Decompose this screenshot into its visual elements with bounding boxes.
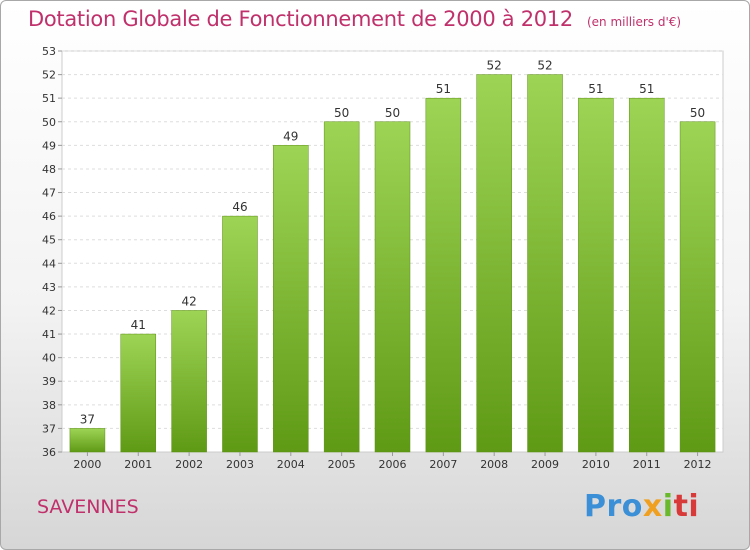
- y-axis-ticks: 36 37 38 39 40 41 42 43 44 45 46 47 48 49 50 51 52 53: [42, 45, 62, 459]
- bar-2004: [273, 145, 309, 453]
- x-tick-label-2012: 2012: [684, 458, 712, 471]
- bars: [69, 74, 716, 453]
- bar-2002: [171, 310, 207, 453]
- y-tick-label: 41: [42, 328, 56, 341]
- y-tick-label: 48: [42, 163, 56, 176]
- x-tick-label-2000: 2000: [73, 458, 101, 471]
- data-label-2000: 37: [80, 412, 95, 426]
- x-tick-label-2008: 2008: [480, 458, 508, 471]
- y-tick-label: 42: [42, 304, 56, 317]
- data-label-2002: 42: [181, 294, 196, 308]
- y-tick-label: 50: [42, 116, 56, 129]
- x-tick-label-2003: 2003: [226, 458, 254, 471]
- x-axis-ticks: 2000 2001 2002 2003 2004 2005 2006 2007 2008 2009…: [73, 452, 712, 471]
- y-tick-label: 49: [42, 139, 56, 152]
- y-tick-label: 36: [42, 446, 56, 459]
- bar-2011: [628, 97, 665, 453]
- x-tick-label-2010: 2010: [582, 458, 610, 471]
- y-tick-label: 51: [42, 92, 56, 105]
- chart-title-text: Dotation Globale de Fonctionnement de 20…: [28, 7, 573, 31]
- data-label-2005: 50: [334, 106, 349, 120]
- data-label-2009: 52: [537, 59, 552, 73]
- logo-part-2: x: [642, 489, 663, 524]
- x-tick-label-2006: 2006: [379, 458, 407, 471]
- data-label-2007: 51: [436, 82, 451, 96]
- data-label-2006: 50: [385, 106, 400, 120]
- bar-2006: [374, 121, 411, 453]
- y-tick-label: 40: [42, 352, 56, 365]
- x-tick-label-2009: 2009: [531, 458, 559, 471]
- y-tick-label: 37: [42, 422, 56, 435]
- data-label-2004: 49: [283, 129, 298, 143]
- bar-2007: [425, 97, 462, 453]
- y-tick-label: 52: [42, 69, 56, 82]
- bar-2008: [476, 74, 512, 453]
- data-label-2008: 52: [487, 59, 502, 73]
- bar-2009: [527, 74, 563, 453]
- x-tick-label-2011: 2011: [633, 458, 661, 471]
- data-label-2003: 46: [232, 200, 247, 214]
- y-tick-label: 46: [42, 210, 56, 223]
- logo-part-4: ti: [673, 489, 700, 524]
- x-tick-label-2002: 2002: [175, 458, 203, 471]
- chart-title: Dotation Globale de Fonctionnement de 20…: [28, 7, 681, 31]
- data-label-2011: 51: [639, 82, 654, 96]
- y-tick-label: 47: [42, 187, 56, 200]
- x-tick-label-2001: 2001: [124, 458, 152, 471]
- bar-2010: [578, 97, 614, 453]
- logo-part-1: Pro: [584, 489, 643, 524]
- y-tick-label: 43: [42, 281, 56, 294]
- data-label-2001: 41: [131, 318, 146, 332]
- y-tick-label: 53: [42, 45, 56, 58]
- chart-unit: (en milliers d'€): [586, 15, 682, 29]
- x-tick-label-2004: 2004: [277, 458, 305, 471]
- y-tick-label: 39: [42, 375, 56, 388]
- logo-part-3: i: [662, 489, 674, 524]
- bar-2005: [323, 121, 360, 453]
- data-labels: 37 41 42 46 49 50 50 51 52 52 51 51 50: [80, 59, 705, 427]
- data-label-2012: 50: [690, 106, 705, 120]
- y-tick-label: 44: [42, 257, 56, 270]
- y-tick-label: 38: [42, 399, 56, 412]
- bar-2003: [222, 215, 258, 453]
- commune-name: SAVENNES: [37, 496, 139, 518]
- bar-2001: [120, 333, 157, 453]
- bar-2012: [679, 121, 716, 453]
- data-label-2010: 51: [588, 82, 603, 96]
- bar-2000: [69, 428, 106, 453]
- proxiti-logo: Proxiti: [584, 489, 699, 524]
- x-tick-label-2007: 2007: [429, 458, 457, 471]
- x-tick-label-2005: 2005: [328, 458, 356, 471]
- y-tick-label: 45: [42, 234, 56, 247]
